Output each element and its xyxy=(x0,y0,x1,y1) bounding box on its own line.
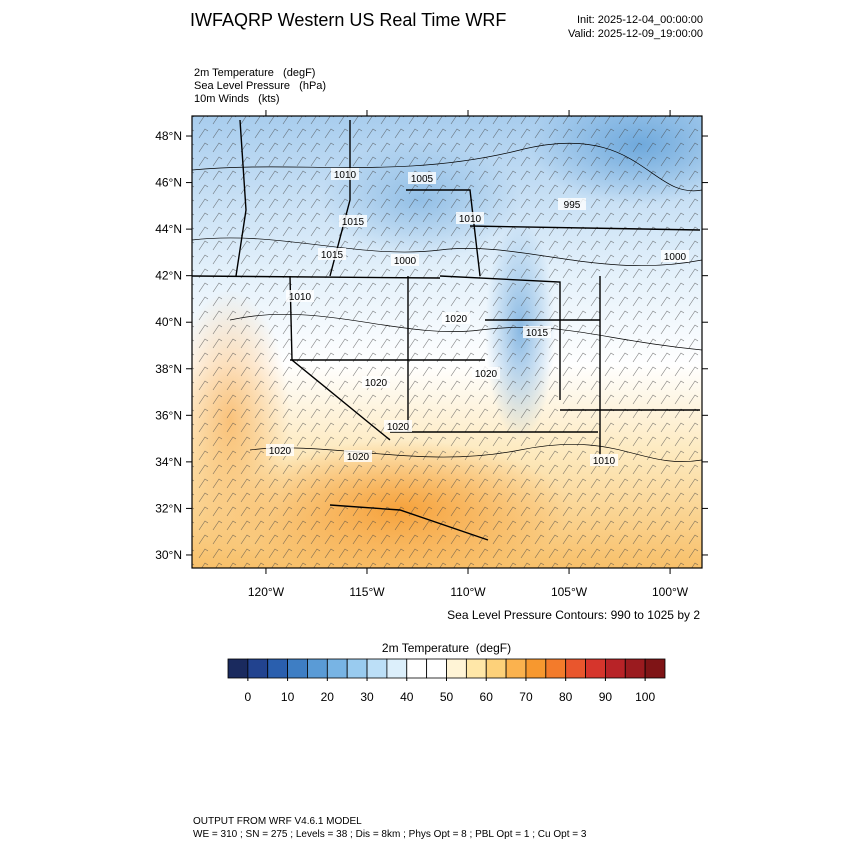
field-label: 10m Winds (kts) xyxy=(194,93,280,105)
colorbar-tick-label: 70 xyxy=(519,690,533,704)
contour-label: 1005 xyxy=(411,174,434,185)
colorbar-swatch xyxy=(644,658,666,679)
colorbar-swatch xyxy=(287,658,308,679)
contour-label: 1020 xyxy=(387,422,410,433)
colorbar-swatch xyxy=(624,658,646,679)
field-labels: 2m Temperature (degF)Sea Level Pressure … xyxy=(194,67,326,105)
x-tick-label: 105°W xyxy=(551,585,588,599)
colorbar-tick-label: 20 xyxy=(321,690,335,704)
contour-label-box xyxy=(266,444,294,456)
colorbar: 2m Temperature (degF) 0 10 20 30 40 50 60 70 80 90… xyxy=(227,641,666,704)
colorbar-tick-label: 10 xyxy=(281,690,295,704)
colorbar-swatch xyxy=(307,658,328,679)
contour-label-box xyxy=(408,172,436,184)
colorbar-swatch xyxy=(267,658,288,679)
colorbar-swatch xyxy=(326,658,348,679)
map-axes: 120°W 115°W 110°W 105°W 100°W 48°N 46°N 44°N 42°… xyxy=(155,110,708,599)
map-frame xyxy=(191,115,703,569)
contour-label-box xyxy=(318,248,346,260)
colorbar-swatch xyxy=(505,658,527,679)
contour-label-box xyxy=(344,450,372,462)
colorbar-swatch xyxy=(545,658,567,679)
contour-label-box xyxy=(339,215,367,227)
contour-label-box xyxy=(391,254,419,266)
y-tick-label: 40°N xyxy=(155,315,182,329)
y-tick-label: 44°N xyxy=(155,222,182,236)
y-tick-label: 34°N xyxy=(155,455,182,469)
colorbar-tick-label: 30 xyxy=(360,690,374,704)
colorbar-swatch xyxy=(585,658,606,679)
colorbar-swatch xyxy=(605,658,626,679)
field-label: Sea Level Pressure (hPa) xyxy=(194,80,326,92)
y-tick-label: 32°N xyxy=(155,501,182,515)
x-tick-label: 115°W xyxy=(349,585,385,599)
footer-line: WE = 310 ; SN = 275 ; Levels = 38 ; Dis … xyxy=(193,829,587,840)
y-tick-label: 36°N xyxy=(155,408,182,422)
contour-label-box xyxy=(331,168,359,180)
contour-label: 1020 xyxy=(475,369,498,380)
contour-label-box xyxy=(472,367,500,379)
contour-label: 1020 xyxy=(445,314,468,325)
contour-label: 1015 xyxy=(526,328,549,339)
contour-label: 1010 xyxy=(459,214,482,225)
colorbar-tick-label: 0 xyxy=(245,690,252,704)
map-field xyxy=(192,116,702,568)
field-label: 2m Temperature (degF) xyxy=(194,67,315,79)
colorbar-tick-label: 80 xyxy=(559,690,573,704)
x-tick-label: 110°W xyxy=(450,585,486,599)
colorbar-tick-label: 50 xyxy=(440,690,454,704)
contour-label: 1020 xyxy=(269,446,292,457)
contour-label-box xyxy=(590,454,618,466)
y-tick-label: 38°N xyxy=(155,362,182,376)
contour-label: 1020 xyxy=(365,378,388,389)
colorbar-swatch xyxy=(426,658,447,679)
contour-label-box xyxy=(456,212,484,224)
y-tick-label: 48°N xyxy=(155,129,182,143)
title: IWFAQRP Western US Real Time WRF xyxy=(190,10,506,30)
y-tick-label: 42°N xyxy=(155,269,182,283)
colorbar-swatch xyxy=(247,658,269,679)
contour-label-box xyxy=(362,376,390,388)
colorbar-swatch xyxy=(485,658,507,679)
colorbar-swatch xyxy=(525,658,547,679)
colorbar-tick-label: 90 xyxy=(599,690,613,704)
y-tick-label: 46°N xyxy=(155,176,182,190)
contour-label: 1000 xyxy=(664,252,687,263)
contour-note: Sea Level Pressure Contours: 990 to 1025… xyxy=(447,608,700,622)
contour-label: 1010 xyxy=(334,170,357,181)
contour-label: 1020 xyxy=(347,452,370,463)
colorbar-swatch xyxy=(227,658,249,679)
colorbar-swatch xyxy=(565,658,586,679)
contour-label: 995 xyxy=(564,200,581,211)
contour-label-box xyxy=(286,290,314,302)
contour-label-box xyxy=(558,198,586,210)
contour-label: 1010 xyxy=(289,292,312,303)
colorbar-swatch xyxy=(366,658,388,679)
footer-line: OUTPUT FROM WRF V4.6.1 MODEL xyxy=(193,816,362,827)
contour-label: 1010 xyxy=(593,456,616,467)
contour-label-box xyxy=(661,250,689,262)
contour-label: 1015 xyxy=(321,250,344,261)
contour-label-box xyxy=(442,312,470,324)
colorbar-swatch xyxy=(406,658,428,679)
contour-labels: 1010 1005 995 1015 1010 1000 1015 1000 1010 1020 1… xyxy=(266,168,689,467)
colorbar-title: 2m Temperature (degF) xyxy=(382,641,511,655)
x-tick-label: 120°W xyxy=(248,585,285,599)
x-tick-label: 100°W xyxy=(652,585,689,599)
colorbar-swatch xyxy=(446,658,467,679)
colorbar-tick-label: 60 xyxy=(480,690,494,704)
colorbar-swatch xyxy=(465,658,487,679)
colorbar-swatch xyxy=(386,658,408,679)
contour-label-box xyxy=(523,326,551,338)
colorbar-tick-label: 40 xyxy=(400,690,414,704)
valid-time: Valid: 2025-12-09_19:00:00 xyxy=(568,28,703,40)
colorbar-tick-label: 100 xyxy=(635,690,655,704)
y-tick-label: 30°N xyxy=(155,548,182,562)
contour-label: 1000 xyxy=(394,256,417,267)
contour-label-box xyxy=(384,420,412,432)
colorbar-swatch xyxy=(346,658,368,679)
contour-label: 1015 xyxy=(342,217,365,228)
init-time: Init: 2025-12-04_00:00:00 xyxy=(577,14,703,26)
